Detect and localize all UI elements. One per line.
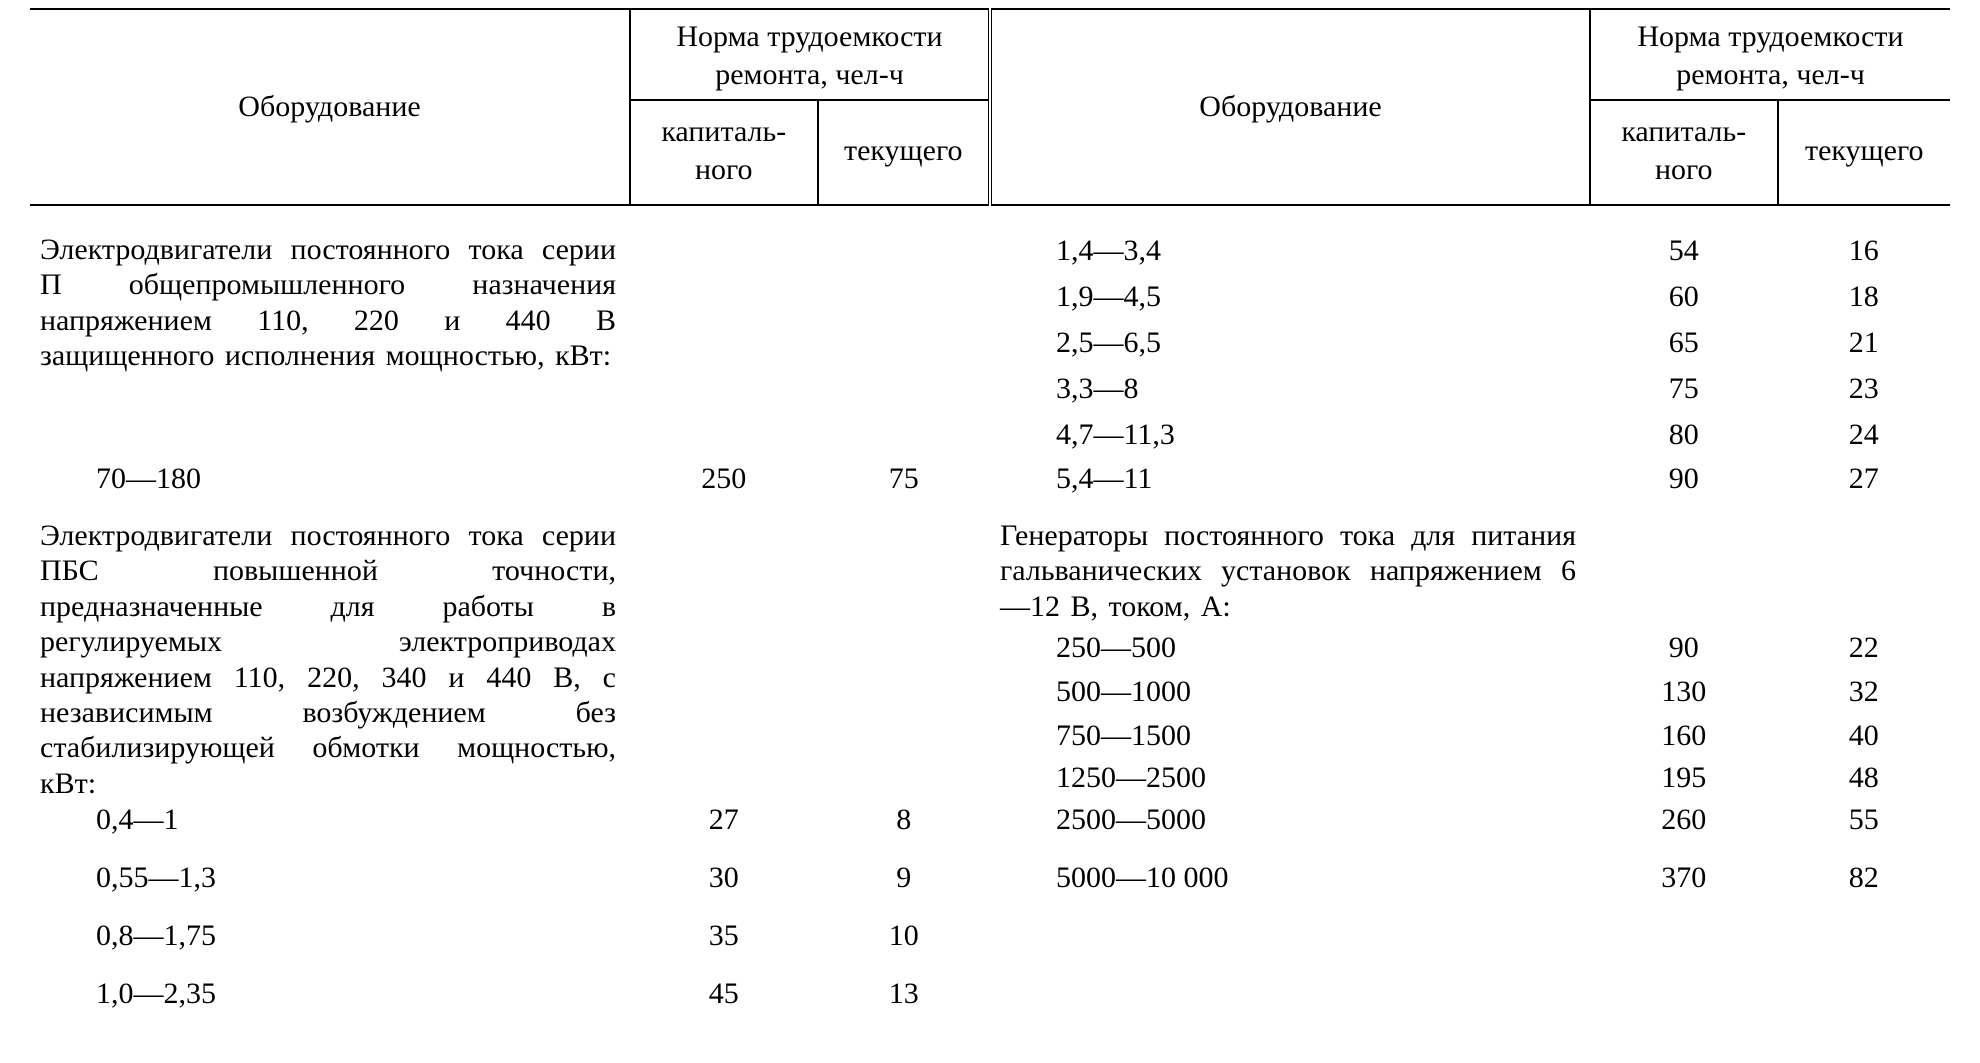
right-sec1-row5-cur: 27	[1778, 460, 1951, 518]
right-sec2-row2-cur: 40	[1778, 717, 1951, 759]
right-sec1-row5-label: 5,4—11	[1000, 460, 1580, 498]
col-equipment-left: Оборудование	[30, 9, 630, 205]
col-group-right: Норма трудоемкости ремонта, чел-ч	[1590, 9, 1950, 100]
right-sec2-row4-label: 2500—5000	[1000, 801, 1580, 839]
right-sec2-row0-label: 250—500	[1000, 629, 1580, 667]
right-sec2-row0-cap: 90	[1590, 629, 1778, 673]
col-current-left: текущего	[818, 100, 991, 205]
left-sec2-row0-cap: 27	[630, 801, 818, 859]
right-sec2-row3-label: 1250—2500	[1000, 759, 1580, 797]
left-sec2-row1-label: 0,55—1,3	[40, 859, 620, 897]
right-sec1-row3-label: 3,3—8	[1000, 370, 1580, 408]
right-sec2-row5-label: 5000—10 000	[1000, 859, 1580, 897]
left-sec2-row3-cap: 45	[630, 975, 818, 1033]
left-sec1-row0-cap: 250	[630, 460, 818, 518]
left-sec2-text: Электродвигатели постоянного тока серии …	[30, 518, 630, 801]
left-sec2-row0-label: 0,4—1	[40, 801, 620, 839]
right-sec1-row1-cur: 18	[1778, 278, 1951, 324]
right-sec2-row4-cap: 260	[1590, 801, 1778, 859]
right-sec2-row2-label: 750—1500	[1000, 717, 1580, 755]
right-sec1-row0-cur: 16	[1778, 232, 1951, 278]
left-sec2-row2-label: 0,8—1,75	[40, 917, 620, 955]
right-sec1-row5-cap: 90	[1590, 460, 1778, 518]
left-sec2-row1-cap: 30	[630, 859, 818, 917]
right-sec2-text: Генераторы постоянного тока для питания …	[990, 518, 1590, 629]
col-group-left: Норма трудоемкости ремонта, чел-ч	[630, 9, 990, 100]
right-sec1-row2-cur: 21	[1778, 324, 1951, 370]
right-sec2-row1-cap: 130	[1590, 673, 1778, 717]
right-sec2-row3-cap: 195	[1590, 759, 1778, 801]
left-sec1-row0-label: 70—180	[40, 460, 620, 498]
right-sec2-row1-label: 500—1000	[1000, 673, 1580, 711]
right-sec1-row4-label: 4,7—11,3	[1000, 416, 1580, 454]
right-sec1-row4-cur: 24	[1778, 416, 1951, 460]
right-sec2-row0-cur: 22	[1778, 629, 1951, 673]
right-sec1-row3-cur: 23	[1778, 370, 1951, 416]
col-current-right: текущего	[1778, 100, 1951, 205]
left-sec2-row1-cur: 9	[818, 859, 991, 917]
col-capital-right: капиталь- ного	[1590, 100, 1778, 205]
right-sec1-row2-cap: 65	[1590, 324, 1778, 370]
left-sec2-row3-cur: 13	[818, 975, 991, 1033]
left-sec1-row0-cur: 75	[818, 460, 991, 518]
right-sec2-row1-cur: 32	[1778, 673, 1951, 717]
left-sec2-row2-cap: 35	[630, 917, 818, 975]
right-sec1-row0-cap: 54	[1590, 232, 1778, 278]
labor-standards-table: Оборудование Норма трудоемкости ремонта,…	[30, 8, 1950, 1033]
right-sec1-row1-label: 1,9—4,5	[1000, 278, 1580, 316]
col-capital-left: капиталь- ного	[630, 100, 818, 205]
col-equipment-right: Оборудование	[990, 9, 1590, 205]
right-sec2-row2-cap: 160	[1590, 717, 1778, 759]
left-sec2-row0-cur: 8	[818, 801, 991, 859]
left-sec2-row3-label: 1,0—2,35	[40, 975, 620, 1013]
right-sec1-row0-label: 1,4—3,4	[1000, 232, 1580, 270]
right-sec1-row1-cap: 60	[1590, 278, 1778, 324]
right-sec2-row5-cap: 370	[1590, 859, 1778, 917]
left-sec1-text: Электродвигатели постоянного тока серии …	[30, 232, 630, 460]
right-sec1-row2-label: 2,5—6,5	[1000, 324, 1580, 362]
right-sec1-row3-cap: 75	[1590, 370, 1778, 416]
right-sec2-row4-cur: 55	[1778, 801, 1951, 859]
right-sec2-row5-cur: 82	[1778, 859, 1951, 917]
right-sec2-row3-cur: 48	[1778, 759, 1951, 801]
left-sec2-row2-cur: 10	[818, 917, 991, 975]
right-sec1-row4-cap: 80	[1590, 416, 1778, 460]
